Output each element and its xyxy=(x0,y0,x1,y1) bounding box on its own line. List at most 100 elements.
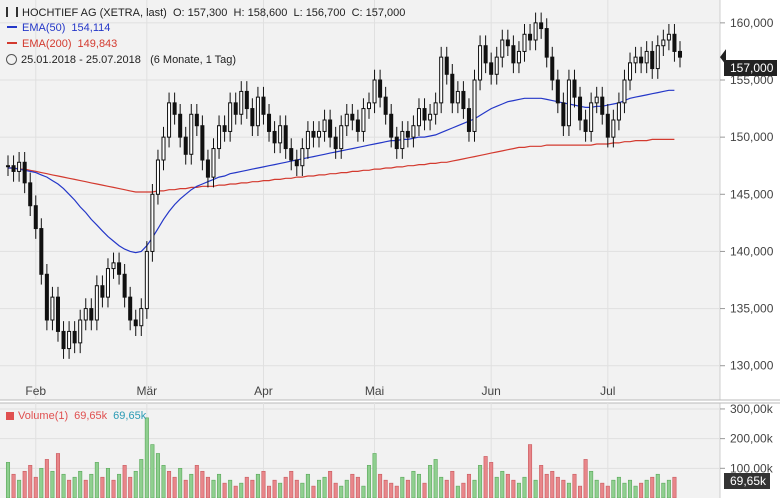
volume-tick-label: 200,00k xyxy=(730,432,774,446)
candle-body xyxy=(505,39,510,47)
candle-body xyxy=(222,125,227,132)
candle-body xyxy=(455,90,460,104)
candle-body xyxy=(655,45,660,70)
ohlc-header: HOCHTIEF AG (XETRA, last) O: 157,300 H: … xyxy=(6,6,405,21)
ema200-value: 149,843 xyxy=(77,38,118,50)
ema200-swatch-icon xyxy=(7,41,17,44)
volume-bar xyxy=(178,468,183,498)
candle-body xyxy=(311,130,316,138)
ema50-legend[interactable]: EMA(50) 154,114 xyxy=(6,21,110,36)
candle-body xyxy=(205,159,210,178)
volume-bar xyxy=(472,479,477,498)
volume-bar xyxy=(200,470,205,498)
volume-bar xyxy=(672,476,677,498)
month-label: Jul xyxy=(600,384,615,398)
candle-body xyxy=(100,285,105,298)
volume-bar xyxy=(461,482,466,498)
candle-body xyxy=(389,113,394,138)
volume-bar xyxy=(578,485,583,498)
candle-body xyxy=(589,102,594,132)
candle-body xyxy=(233,102,238,115)
candle-body xyxy=(350,113,355,121)
volume-tick-label: 300,00k xyxy=(730,402,774,416)
ema200-legend[interactable]: EMA(200) 149,843 xyxy=(6,37,117,52)
volume-bar xyxy=(328,470,333,498)
volume-bar xyxy=(355,476,360,498)
candle-body xyxy=(344,113,349,127)
volume-bar xyxy=(144,417,149,498)
volume-bar xyxy=(522,476,527,498)
candle-body xyxy=(444,56,449,75)
candle-body xyxy=(661,39,666,47)
candle-body xyxy=(489,62,494,75)
candle-body xyxy=(583,119,588,132)
volume-bar xyxy=(350,473,355,498)
volume-bar xyxy=(394,485,399,498)
volume-bar xyxy=(550,470,555,498)
ema50-swatch-icon xyxy=(7,25,17,28)
candle-body xyxy=(228,102,233,132)
candle-body xyxy=(600,96,605,115)
candle-body xyxy=(239,90,244,115)
volume-bar xyxy=(105,468,110,498)
candle-body xyxy=(167,102,172,138)
candle-body xyxy=(244,90,249,110)
volume-bar xyxy=(44,459,49,498)
candle-body xyxy=(622,79,627,104)
candle-body xyxy=(50,296,55,321)
candle-body xyxy=(172,102,177,115)
candle-body xyxy=(294,159,299,167)
volume-bar xyxy=(261,470,266,498)
volume-bar xyxy=(422,482,427,498)
volume-swatch-icon xyxy=(6,412,14,420)
candle-body xyxy=(155,159,160,195)
price-tick-label: 135,000 xyxy=(730,302,774,316)
volume-bar xyxy=(61,473,66,498)
candles xyxy=(5,12,683,359)
volume-bar xyxy=(294,479,299,498)
volume-bar xyxy=(600,482,605,498)
candle-body xyxy=(516,50,521,64)
volume-bar xyxy=(494,476,499,498)
volume-bar xyxy=(100,476,105,498)
volume-bar xyxy=(589,470,594,498)
volume-bar xyxy=(533,479,538,498)
candle-body xyxy=(394,136,399,150)
volume-bar xyxy=(72,476,77,498)
candle-body xyxy=(28,182,33,207)
candle-body xyxy=(128,296,133,321)
volume-bar xyxy=(272,479,277,498)
candle-body xyxy=(555,79,560,104)
volume-bar xyxy=(566,482,571,498)
ema200-layer xyxy=(8,138,675,193)
volume-bar xyxy=(222,482,227,498)
last-volume-tag: 69,65k xyxy=(724,473,771,489)
ema50-value: 154,114 xyxy=(71,22,111,34)
volume-bar xyxy=(366,465,371,498)
price-tick-label: 155,000 xyxy=(730,73,774,87)
candle-body xyxy=(461,90,466,110)
candle-body xyxy=(139,308,144,327)
volume-bar xyxy=(544,473,549,498)
ema200-label: EMA(200) xyxy=(22,38,72,50)
price-tick-label: 150,000 xyxy=(730,130,774,144)
volume-bar xyxy=(416,473,421,498)
candle-body xyxy=(122,273,127,298)
volume-bar xyxy=(67,479,72,498)
candle-body xyxy=(217,125,222,150)
volume-bar xyxy=(161,465,166,498)
volume-bar xyxy=(455,485,460,498)
volume-legend[interactable]: Volume(1) 69,65k 69,65k xyxy=(6,410,146,422)
candle-body xyxy=(650,50,655,70)
candle-body xyxy=(422,108,427,121)
volume-bar xyxy=(383,479,388,498)
volume-bar xyxy=(339,485,344,498)
volume-value-b: 69,65k xyxy=(113,410,147,422)
volume-bar xyxy=(378,473,383,498)
volume-label: Volume(1) xyxy=(18,410,69,422)
candle-icon xyxy=(6,7,18,17)
candle-body xyxy=(400,130,405,150)
candle-body xyxy=(544,28,549,58)
candle-body xyxy=(594,96,599,104)
volume-bar xyxy=(411,470,416,498)
